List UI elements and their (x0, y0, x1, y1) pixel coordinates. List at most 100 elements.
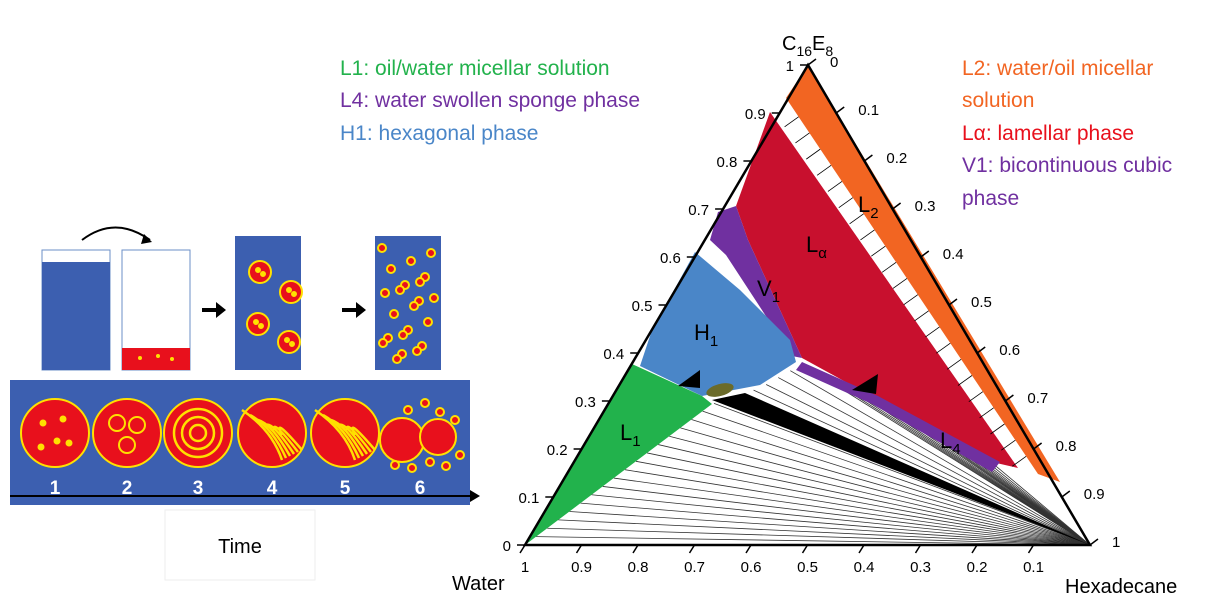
tick-label: 0.8 (717, 154, 738, 171)
droplet (426, 458, 434, 466)
droplet (259, 324, 263, 328)
label-sub: 1 (710, 333, 718, 350)
tie-line (703, 411, 1090, 545)
hatch (969, 392, 983, 402)
tick-mark (893, 203, 901, 209)
tick-label: 0.3 (575, 394, 596, 411)
stage-number: 6 (415, 478, 426, 499)
tick-label: 0.8 (1056, 438, 1077, 455)
droplet (393, 355, 401, 363)
droplet (119, 437, 135, 453)
droplet (256, 268, 260, 272)
legend-entry: L2: water/oil micellar (962, 57, 1153, 80)
top-vertex-label: C16E8 (782, 33, 833, 59)
droplet (391, 461, 399, 469)
tick-label: 0.6 (660, 250, 681, 267)
tick-label: 0.5 (632, 298, 653, 315)
legend-entry: L4: water swollen sponge phase (340, 89, 640, 112)
droplet (378, 244, 386, 252)
droplet (404, 406, 412, 414)
tie-line (569, 512, 1090, 545)
droplet (93, 399, 161, 467)
hatch (860, 230, 874, 240)
tick-label: 0.7 (1027, 390, 1048, 407)
droplet (413, 347, 421, 355)
droplet (421, 399, 429, 407)
droplet (456, 451, 464, 459)
tick-label: 0.2 (547, 442, 568, 459)
tick-label: 0.1 (858, 102, 879, 119)
droplet (416, 278, 424, 286)
label-sub: α (818, 245, 827, 262)
label-sub: 2 (870, 205, 878, 222)
tick-label: 0.6 (999, 342, 1020, 359)
tick-label: 0.1 (518, 490, 539, 507)
droplet (436, 408, 444, 416)
droplet (442, 462, 450, 470)
tick-label: 0.3 (915, 198, 936, 215)
droplet (396, 286, 404, 294)
tick-label: 0 (503, 538, 511, 555)
oil (122, 348, 190, 370)
drop (170, 357, 174, 361)
droplet (67, 441, 72, 446)
tick-label: 0.4 (943, 246, 964, 263)
tick-label: 0.7 (688, 202, 709, 219)
drop (138, 356, 142, 360)
droplet (408, 464, 416, 472)
hatch (1001, 440, 1015, 450)
hatch (795, 133, 809, 143)
legend-entry: V1: bicontinuous cubic (962, 154, 1172, 177)
arrow (342, 302, 366, 318)
tick-label: 0.5 (971, 294, 992, 311)
droplet (21, 399, 89, 467)
droplet (387, 265, 395, 273)
stage-number: 1 (50, 478, 61, 499)
label-part: L (620, 420, 632, 445)
droplet (61, 417, 66, 422)
label-part: L (806, 232, 818, 257)
droplet (261, 272, 265, 276)
hatch (882, 262, 896, 272)
tick-label: 0.9 (745, 106, 766, 123)
droplet (55, 439, 60, 444)
legend-entry: Lα: lamellar phase (962, 122, 1134, 145)
water (42, 262, 110, 370)
hatch (904, 295, 918, 305)
hatch (839, 198, 853, 208)
tick-label: 0.9 (1084, 486, 1105, 503)
tick-label: 0.4 (603, 346, 624, 363)
hatch (958, 375, 972, 385)
droplet (420, 419, 456, 455)
time-label: Time (218, 536, 262, 558)
tick-mark (836, 107, 844, 113)
tie-line (714, 403, 1090, 545)
droplet (407, 257, 415, 265)
stage-number: 5 (340, 478, 351, 499)
hatch (828, 181, 842, 191)
hatch (915, 311, 929, 321)
right-vertex-label: Hexadecane (1065, 576, 1177, 598)
droplet (287, 288, 291, 292)
hatch (1012, 456, 1026, 466)
tick-label: 1 (1112, 534, 1120, 551)
hatch (871, 246, 885, 256)
droplet (285, 338, 289, 342)
legend-entry: H1: hexagonal phase (340, 122, 539, 145)
hatch (990, 424, 1004, 434)
label-part: C (782, 33, 796, 55)
legend-entry: L1: oil/water micellar solution (340, 57, 610, 80)
droplet (451, 416, 459, 424)
tick-label: 0.6 (741, 559, 762, 576)
tick-label: 1 (521, 559, 529, 576)
left-vertex-label: Water (452, 573, 505, 595)
label-part: H (694, 320, 710, 345)
droplet (379, 339, 387, 347)
label-part: V (757, 276, 772, 301)
droplet (427, 249, 435, 257)
label-sub: 16 (796, 43, 812, 59)
tick-label: 1 (786, 58, 794, 75)
tick-mark (1062, 491, 1070, 497)
droplet (292, 292, 296, 296)
tick-label: 0.1 (1023, 559, 1044, 576)
